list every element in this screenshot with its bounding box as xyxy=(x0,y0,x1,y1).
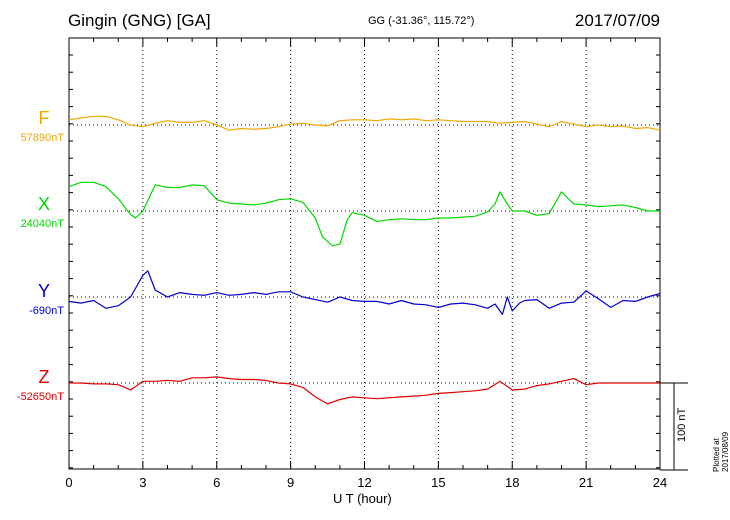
series-F-baseline-label: 57890nT xyxy=(21,132,65,144)
series-Y-line xyxy=(68,270,661,315)
plotted-timestamp: Plotted at 2017/08/09 01:38 UT xyxy=(712,431,730,472)
x-tick-label: 12 xyxy=(357,475,371,490)
series-X-line xyxy=(68,181,660,247)
series-Z-letter: Z xyxy=(39,367,50,387)
series-Y-letter: Y xyxy=(38,281,50,301)
plot-date: 2017/07/09 xyxy=(574,11,660,30)
x-tick-label: 9 xyxy=(287,475,294,490)
series-X-letter: X xyxy=(38,194,50,214)
series-F-letter: F xyxy=(39,108,50,128)
station-title: Gingin (GNG) [GA] xyxy=(68,11,211,30)
x-tick-label: 3 xyxy=(139,475,146,490)
x-tick-label: 15 xyxy=(431,475,445,490)
series-X-baseline-label: 24040nT xyxy=(21,218,65,230)
x-tick-label: 0 xyxy=(65,475,72,490)
x-tick-label: 18 xyxy=(505,475,519,490)
station-coordinates: GG (-31.36°, 115.72°) xyxy=(368,15,475,27)
series-Z-line xyxy=(69,376,660,405)
series-Z-baseline-label: -52650nT xyxy=(17,391,64,403)
x-tick-label: 24 xyxy=(653,475,667,490)
x-tick-label: 21 xyxy=(579,475,593,490)
series-F-line xyxy=(68,115,661,131)
x-axis-label: U T (hour) xyxy=(333,491,392,506)
scale-bar-label: 100 nT xyxy=(676,407,688,442)
series-Y-baseline-label: -690nT xyxy=(29,305,64,317)
x-tick-label: 6 xyxy=(213,475,220,490)
